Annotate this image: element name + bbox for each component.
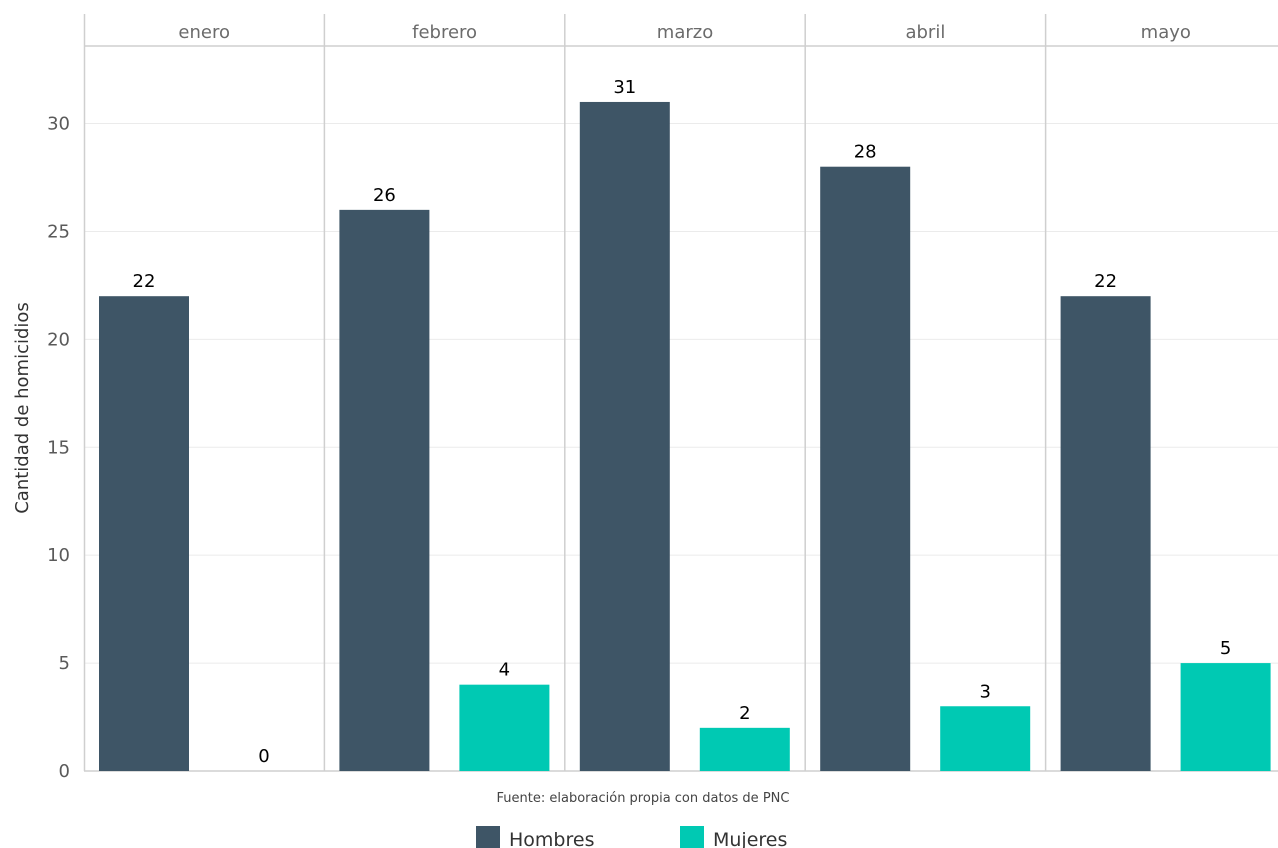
bar-hombres-abril [820, 166, 911, 772]
data-label-mujeres-enero: 0 [258, 746, 269, 767]
data-label-mujeres-mayo: 5 [1220, 638, 1231, 659]
bar-hombres-mayo [1060, 296, 1151, 771]
facet-label-abril: abril [905, 22, 945, 43]
facet-label-mayo: mayo [1141, 22, 1191, 43]
y-tick-label: 10 [47, 545, 70, 566]
legend-swatch-mujeres [680, 826, 704, 848]
bars [99, 101, 1271, 772]
y-tick-label: 30 [47, 114, 70, 135]
data-labels: 22 0 26 4 31 2 28 3 22 5 [133, 77, 1232, 767]
data-label-hombres-marzo: 31 [613, 77, 636, 98]
bar-mujeres-abril [940, 706, 1031, 771]
data-label-hombres-abril: 28 [854, 142, 877, 163]
y-tick-label: 20 [47, 329, 70, 350]
legend-label-mujeres: Mujeres [713, 829, 787, 848]
bar-mujeres-marzo [699, 727, 790, 771]
y-tick-label: 15 [47, 437, 70, 458]
bar-hombres-marzo [579, 101, 670, 772]
bar-hombres-febrero [339, 209, 430, 772]
y-tick-label: 5 [59, 653, 70, 674]
facet-label-enero: enero [178, 22, 230, 43]
data-label-hombres-enero: 22 [133, 271, 156, 292]
bar-mujeres-mayo [1180, 663, 1271, 771]
data-label-mujeres-febrero: 4 [499, 660, 510, 681]
data-label-mujeres-marzo: 2 [739, 703, 750, 724]
legend-label-hombres: Hombres [509, 829, 594, 848]
y-axis: 0 5 10 15 20 25 30 [47, 114, 70, 782]
bar-hombres-enero [99, 296, 189, 771]
data-label-mujeres-abril: 3 [979, 681, 990, 702]
data-label-hombres-mayo: 22 [1094, 271, 1117, 292]
y-tick-label: 0 [59, 761, 70, 782]
source-caption: Fuente: elaboración propia con datos de … [497, 791, 790, 806]
legend: Hombres Mujeres [476, 826, 787, 848]
y-tick-label: 25 [47, 221, 70, 242]
data-label-hombres-febrero: 26 [373, 185, 396, 206]
y-axis-label: Cantidad de homicidios [12, 302, 33, 514]
facet-label-febrero: febrero [412, 22, 477, 43]
bar-mujeres-febrero [459, 684, 550, 771]
facet-label-marzo: marzo [657, 22, 713, 43]
legend-swatch-hombres [476, 826, 500, 848]
